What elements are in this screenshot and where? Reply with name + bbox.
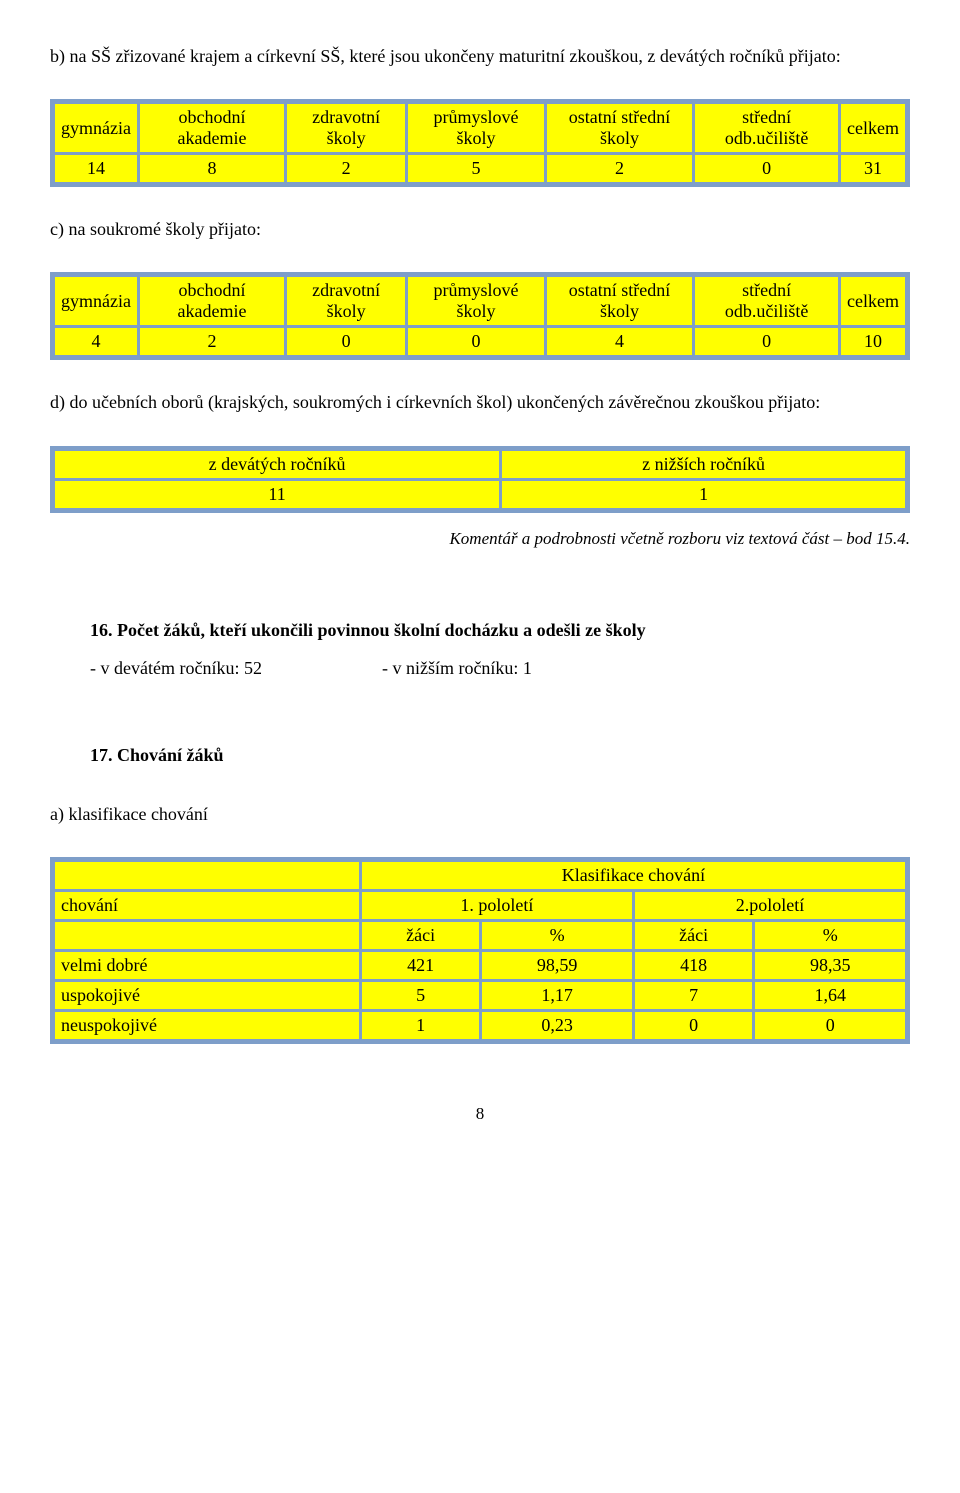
th-pololeti1: 1. pololetí bbox=[361, 891, 633, 920]
td: 2 bbox=[546, 154, 694, 183]
th-zaci: žáci bbox=[361, 921, 480, 950]
th: střední odb.učiliště bbox=[694, 103, 839, 153]
td: 1,17 bbox=[481, 981, 633, 1010]
td: 0 bbox=[694, 327, 839, 356]
td: 0 bbox=[694, 154, 839, 183]
td: 0,23 bbox=[481, 1011, 633, 1040]
section-16-right: - v nižším ročníku: 1 bbox=[382, 658, 532, 679]
empty-cell bbox=[54, 921, 360, 950]
table-title-cell: Klasifikace chování bbox=[361, 861, 906, 890]
th: obchodní akademie bbox=[139, 103, 285, 153]
td: 10 bbox=[840, 327, 906, 356]
td: 7 bbox=[634, 981, 753, 1010]
td: 1 bbox=[501, 480, 906, 509]
section-17-title: 17. Chování žáků bbox=[90, 743, 910, 768]
td: 421 bbox=[361, 951, 480, 980]
td: 1,64 bbox=[754, 981, 906, 1010]
table-row: uspokojivé 5 1,17 7 1,64 bbox=[54, 981, 906, 1010]
th: z devátých ročníků bbox=[54, 450, 500, 479]
section-d-note: Komentář a podrobnosti včetně rozboru vi… bbox=[50, 527, 910, 551]
td: 31 bbox=[840, 154, 906, 183]
th: gymnázia bbox=[54, 276, 138, 326]
td: 14 bbox=[54, 154, 138, 183]
td: 4 bbox=[54, 327, 138, 356]
table-row: neuspokojivé 1 0,23 0 0 bbox=[54, 1011, 906, 1040]
th-zaci: žáci bbox=[634, 921, 753, 950]
table-row: velmi dobré 421 98,59 418 98,35 bbox=[54, 951, 906, 980]
td: 98,35 bbox=[754, 951, 906, 980]
section-16-title: 16. Počet žáků, kteří ukončili povinnou … bbox=[90, 618, 910, 643]
row-label: neuspokojivé bbox=[54, 1011, 360, 1040]
th: ostatní střední školy bbox=[546, 103, 694, 153]
th-pololeti2: 2.pololetí bbox=[634, 891, 906, 920]
td: 0 bbox=[407, 327, 544, 356]
th-pct: % bbox=[754, 921, 906, 950]
section-d-intro: d) do učebních oborů (krajských, soukrom… bbox=[50, 390, 910, 415]
th-pct: % bbox=[481, 921, 633, 950]
td: 98,59 bbox=[481, 951, 633, 980]
td: 4 bbox=[546, 327, 694, 356]
td: 0 bbox=[634, 1011, 753, 1040]
td: 2 bbox=[286, 154, 406, 183]
section-16-left: - v devátém ročníku: 52 bbox=[90, 658, 262, 679]
table-section-17: Klasifikace chování chování 1. pololetí … bbox=[50, 857, 910, 1044]
empty-cell bbox=[54, 861, 360, 890]
page-number: 8 bbox=[50, 1104, 910, 1124]
td: 1 bbox=[361, 1011, 480, 1040]
td: 0 bbox=[754, 1011, 906, 1040]
td: 418 bbox=[634, 951, 753, 980]
th: průmyslové školy bbox=[407, 103, 544, 153]
th: gymnázia bbox=[54, 103, 138, 153]
th-chovani: chování bbox=[54, 891, 360, 920]
th: celkem bbox=[840, 103, 906, 153]
section-c-intro: c) na soukromé školy přijato: bbox=[50, 217, 910, 242]
th: obchodní akademie bbox=[139, 276, 285, 326]
td: 2 bbox=[139, 327, 285, 356]
table-section-b: gymnázia obchodní akademie zdravotní ško… bbox=[50, 99, 910, 187]
td: 11 bbox=[54, 480, 500, 509]
td: 8 bbox=[139, 154, 285, 183]
row-label: uspokojivé bbox=[54, 981, 360, 1010]
table-section-c: gymnázia obchodní akademie zdravotní ško… bbox=[50, 272, 910, 360]
row-label: velmi dobré bbox=[54, 951, 360, 980]
th: ostatní střední školy bbox=[546, 276, 694, 326]
section-b-intro: b) na SŠ zřizované krajem a církevní SŠ,… bbox=[50, 44, 910, 69]
th: průmyslové školy bbox=[407, 276, 544, 326]
table-section-d: z devátých ročníků z nižších ročníků 11 … bbox=[50, 446, 910, 513]
th: celkem bbox=[840, 276, 906, 326]
td: 5 bbox=[361, 981, 480, 1010]
th: zdravotní školy bbox=[286, 276, 406, 326]
section-17-sub-a: a) klasifikace chování bbox=[50, 802, 910, 827]
td: 0 bbox=[286, 327, 406, 356]
th: střední odb.učiliště bbox=[694, 276, 839, 326]
th: zdravotní školy bbox=[286, 103, 406, 153]
th: z nižších ročníků bbox=[501, 450, 906, 479]
td: 5 bbox=[407, 154, 544, 183]
